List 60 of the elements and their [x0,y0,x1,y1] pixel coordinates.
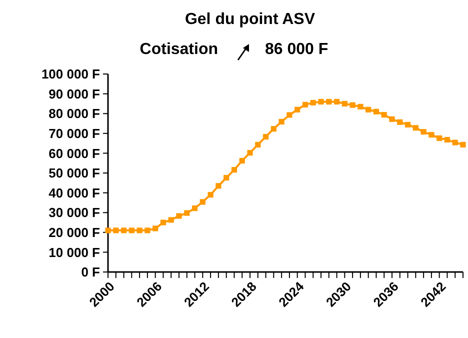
point [342,100,348,106]
y-tick-label: 0 F [81,264,100,280]
point [350,102,356,108]
point [444,136,450,143]
point [113,228,119,234]
point [262,134,269,140]
point [326,98,332,105]
point [404,122,411,128]
point [420,129,426,135]
y-tick-label: 30 000 F [48,205,100,220]
point [105,228,111,234]
point [381,112,387,118]
text: 86 000 F [265,41,328,58]
point [278,118,284,125]
point [334,98,340,105]
point [184,210,190,216]
point [239,158,245,164]
point [224,174,230,181]
point [208,192,214,198]
point [310,100,316,106]
y-tick-label: 100 000 F [41,66,100,82]
point [389,116,395,122]
point [318,98,324,105]
point [302,102,308,108]
point [231,167,238,173]
point [366,106,372,112]
y-tick-label: 80 000 F [48,106,100,122]
y-tick-label: 70 000 F [48,126,100,141]
y-tick-label: 40 000 F [48,185,100,200]
point [412,125,418,131]
point [168,217,174,223]
y-tick-label: 50 000 F [48,166,100,181]
point [160,220,166,226]
point [192,205,198,212]
point [136,228,142,234]
point [373,108,380,114]
y-tick-label: 10 000 F [48,244,100,260]
point [128,228,134,234]
y-tick-label: 90 000 F [48,86,100,102]
point [436,135,442,141]
point [460,142,466,148]
point [255,142,261,148]
point [120,228,127,234]
point [428,132,434,138]
point [152,226,158,232]
y-tick-label: 60 000 F [48,146,100,161]
point [294,106,300,112]
point [397,119,403,125]
point [270,126,276,132]
point [358,104,364,110]
point [452,140,458,146]
point [176,213,182,219]
chart-title: Gel du point ASV [184,11,316,28]
chart-subtitle: Cotisation [140,41,218,58]
point [247,150,253,156]
point [144,228,150,234]
point [200,199,206,205]
y-tick-label: 20 000 F [48,224,100,240]
point [286,112,292,118]
point [216,183,222,189]
